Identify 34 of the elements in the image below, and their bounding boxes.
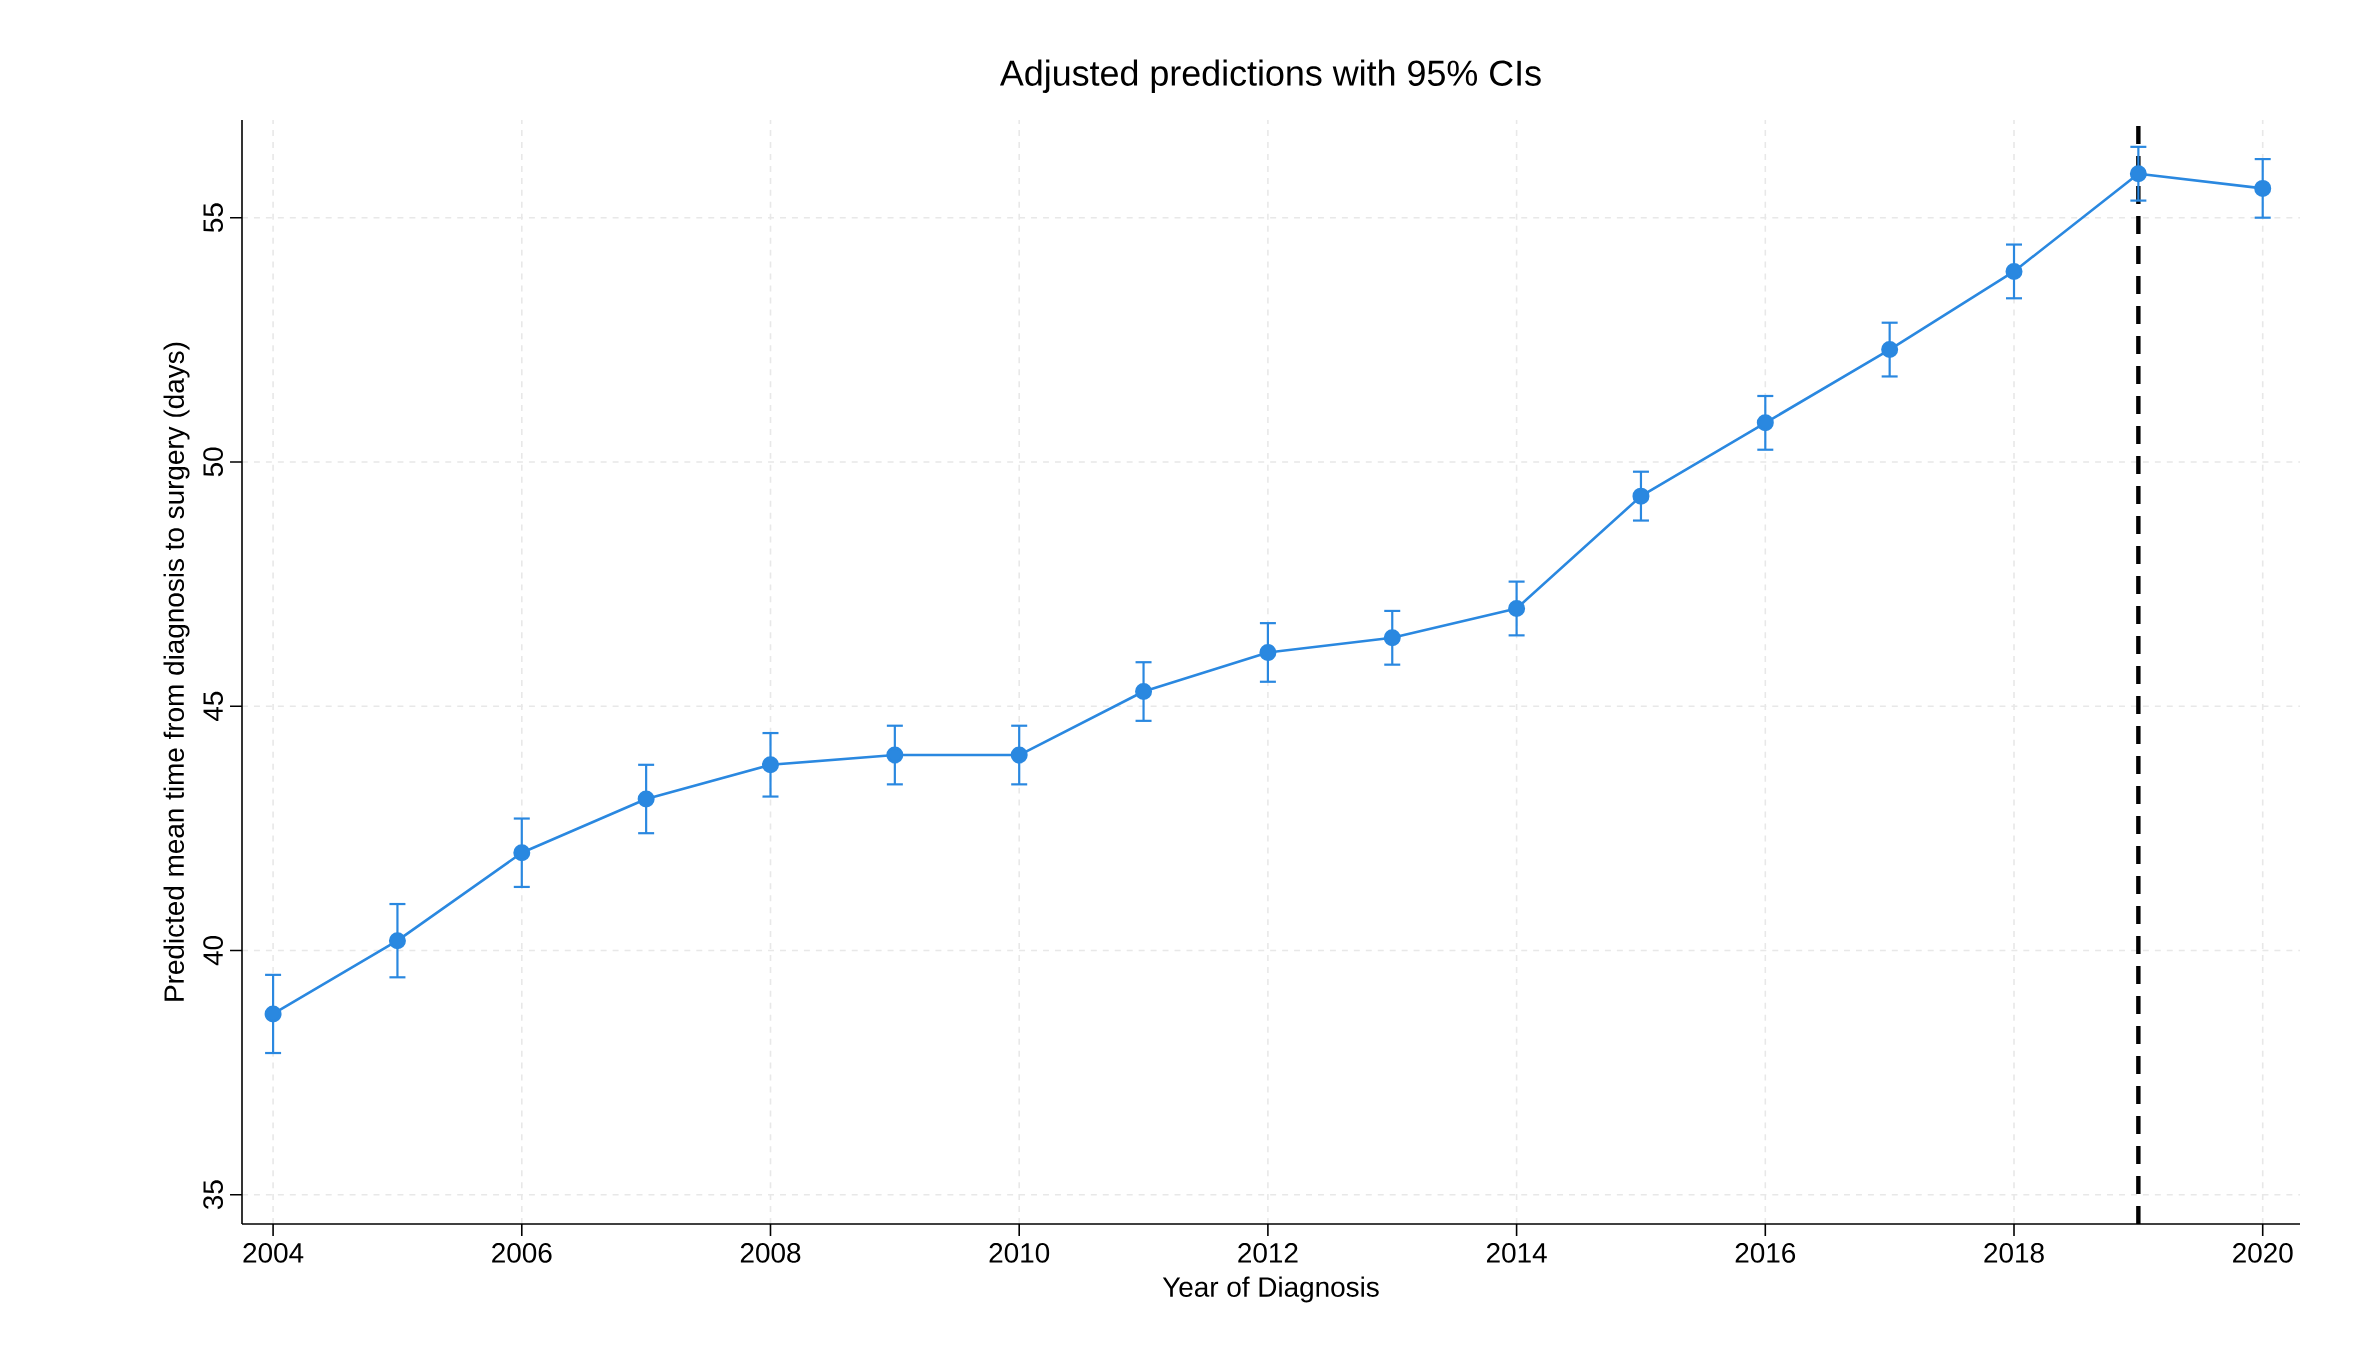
x-axis-title: Year of Diagnosis xyxy=(1162,1276,1379,1303)
point xyxy=(1010,746,1028,764)
point xyxy=(1135,683,1153,701)
point xyxy=(1756,414,1774,432)
point xyxy=(513,844,531,862)
point xyxy=(637,790,655,808)
point xyxy=(1881,341,1899,359)
y-tick-label: 45 xyxy=(203,691,223,722)
point xyxy=(2129,165,2147,183)
x-tick-label: 2006 xyxy=(492,1243,552,1263)
y-tick-label: 40 xyxy=(203,936,223,966)
point xyxy=(1508,599,1526,617)
point xyxy=(1383,629,1401,647)
chart-title: Adjusted predictions with 95% CIs xyxy=(999,59,1541,93)
x-tick-label: 2008 xyxy=(740,1243,801,1263)
x-tick-label: 2014 xyxy=(1486,1243,1547,1263)
point xyxy=(762,756,779,774)
point xyxy=(1259,643,1277,661)
point xyxy=(264,1005,282,1023)
point xyxy=(2005,262,2023,280)
point xyxy=(1632,487,1650,505)
x-tick-label: 2020 xyxy=(2233,1243,2293,1263)
x-tick-label: 2004 xyxy=(243,1243,304,1263)
x-tick-label: 2012 xyxy=(1238,1243,1298,1263)
y-tick-label: 35 xyxy=(203,1180,223,1210)
x-tick-label: 2010 xyxy=(989,1243,1050,1263)
y-tick-label: 50 xyxy=(203,447,223,477)
point xyxy=(886,746,904,764)
y-tick-label: 55 xyxy=(203,203,223,233)
point xyxy=(2254,179,2272,197)
point xyxy=(388,932,406,950)
x-tick-label: 2016 xyxy=(1735,1243,1796,1263)
y-axis-title: Predicted mean time from diagnosis to surgery (days) xyxy=(163,342,190,1001)
x-tick-label: 2018 xyxy=(1984,1243,2044,1263)
